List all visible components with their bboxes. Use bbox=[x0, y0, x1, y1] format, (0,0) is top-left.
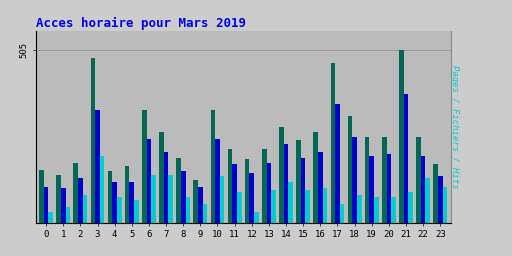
Bar bbox=[438, 176, 442, 223]
Bar bbox=[66, 207, 70, 223]
Bar bbox=[262, 149, 267, 223]
Bar bbox=[130, 182, 134, 223]
Bar bbox=[134, 200, 139, 223]
Bar bbox=[117, 197, 122, 223]
Bar bbox=[433, 164, 438, 223]
Bar bbox=[164, 152, 168, 223]
Bar bbox=[237, 192, 242, 223]
Bar bbox=[323, 188, 327, 223]
Bar bbox=[313, 132, 318, 223]
Bar bbox=[220, 176, 224, 223]
Bar bbox=[215, 139, 220, 223]
Bar bbox=[370, 156, 374, 223]
Bar bbox=[112, 182, 117, 223]
Bar bbox=[279, 127, 284, 223]
Bar bbox=[357, 195, 361, 223]
Bar bbox=[49, 212, 53, 223]
Bar bbox=[331, 63, 335, 223]
Bar bbox=[108, 171, 112, 223]
Bar bbox=[168, 175, 173, 223]
Bar bbox=[39, 169, 44, 223]
Bar bbox=[254, 212, 259, 223]
Bar bbox=[271, 190, 276, 223]
Bar bbox=[44, 187, 49, 223]
Bar bbox=[185, 197, 190, 223]
Bar bbox=[408, 192, 413, 223]
Bar bbox=[232, 164, 237, 223]
Bar bbox=[203, 204, 207, 223]
Bar bbox=[83, 195, 88, 223]
Bar bbox=[284, 144, 288, 223]
Text: Acces horaire pour Mars 2019: Acces horaire pour Mars 2019 bbox=[36, 16, 246, 29]
Bar bbox=[56, 175, 61, 223]
Bar bbox=[100, 156, 104, 223]
Bar bbox=[78, 178, 83, 223]
Y-axis label: Pages / Fichiers / Hits: Pages / Fichiers / Hits bbox=[450, 65, 459, 188]
Bar bbox=[249, 173, 254, 223]
Bar bbox=[416, 137, 421, 223]
Bar bbox=[306, 190, 310, 223]
Bar bbox=[142, 110, 146, 223]
Bar bbox=[159, 132, 164, 223]
Bar bbox=[267, 163, 271, 223]
Bar bbox=[391, 197, 396, 223]
Bar bbox=[352, 137, 357, 223]
Bar bbox=[335, 104, 340, 223]
Bar bbox=[403, 94, 408, 223]
Bar bbox=[318, 152, 323, 223]
Bar bbox=[228, 149, 232, 223]
Bar bbox=[387, 154, 391, 223]
Bar bbox=[340, 204, 345, 223]
Bar bbox=[365, 137, 370, 223]
Bar bbox=[210, 110, 215, 223]
Bar bbox=[198, 187, 203, 223]
Bar bbox=[425, 178, 430, 223]
Bar bbox=[146, 139, 151, 223]
Bar bbox=[73, 163, 78, 223]
Bar bbox=[301, 158, 306, 223]
Bar bbox=[176, 158, 181, 223]
Bar bbox=[125, 166, 130, 223]
Bar bbox=[382, 137, 387, 223]
Bar bbox=[442, 187, 447, 223]
Bar bbox=[421, 156, 425, 223]
Bar bbox=[181, 171, 185, 223]
Bar bbox=[399, 50, 403, 223]
Bar bbox=[151, 175, 156, 223]
Bar bbox=[61, 188, 66, 223]
Bar bbox=[374, 197, 379, 223]
Bar bbox=[348, 116, 352, 223]
Bar bbox=[194, 180, 198, 223]
Bar bbox=[245, 159, 249, 223]
Bar bbox=[91, 58, 95, 223]
Bar bbox=[95, 110, 100, 223]
Bar bbox=[296, 141, 301, 223]
Bar bbox=[288, 182, 293, 223]
